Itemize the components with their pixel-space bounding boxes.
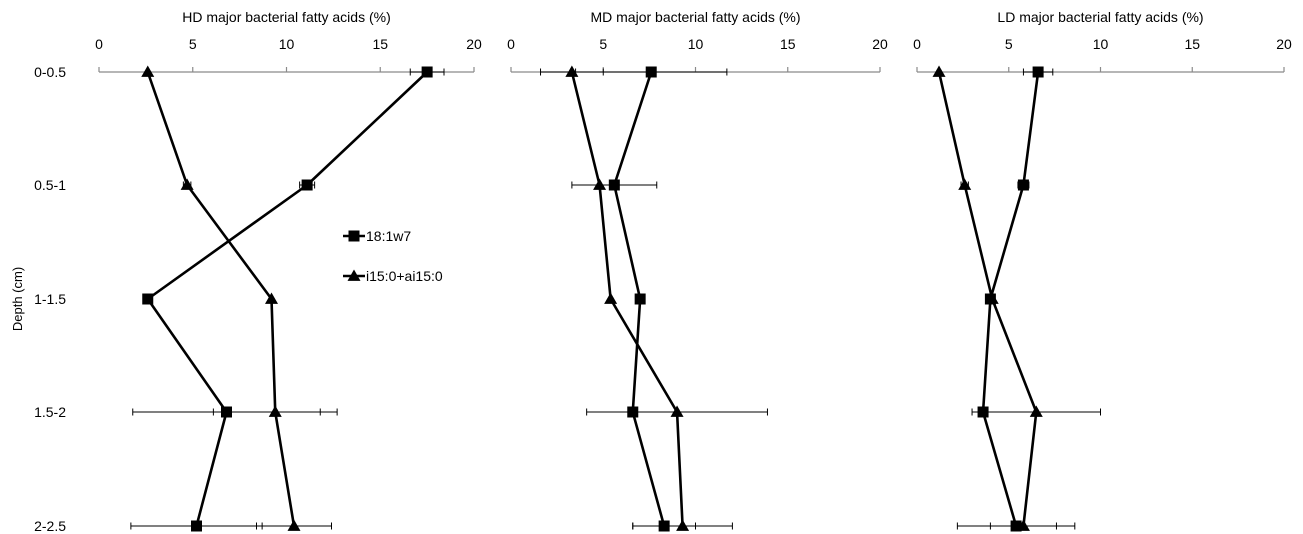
series-18-1w7 [130, 66, 445, 532]
data-point-triangle [287, 519, 301, 531]
x-tick-label: 0 [507, 36, 515, 52]
x-tick-label: 15 [1184, 36, 1200, 52]
data-point-triangle [180, 178, 194, 190]
panel-title: HD major bacterial fatty acids (%) [182, 9, 391, 25]
x-tick-label: 10 [279, 36, 295, 52]
x-tick-label: 20 [872, 36, 888, 52]
x-tick-label: 0 [913, 36, 921, 52]
x-tick-label: 15 [780, 36, 796, 52]
data-point-triangle [676, 519, 690, 531]
x-tick-label: 0 [95, 36, 103, 52]
data-point-square [608, 179, 620, 191]
x-tick-label: 20 [1276, 36, 1292, 52]
legend-marker-triangle [347, 269, 361, 281]
data-point-triangle [670, 405, 684, 417]
y-axis-label: Depth (cm) [10, 267, 25, 331]
y-tick-label: 0-0.5 [34, 64, 66, 80]
series-i15-ai15 [141, 65, 338, 531]
chart-layer: Depth (cm) 0-0.5 0.5-1 1-1.5 1.5-2 2-2.5 HD ma… [10, 9, 1292, 534]
data-point-triangle [1029, 405, 1043, 417]
panel-title: LD major bacterial fatty acids (%) [997, 9, 1203, 25]
series-i15-ai15 [540, 65, 768, 531]
y-tick-label: 2-2.5 [34, 518, 66, 534]
x-tick-label: 10 [688, 36, 704, 52]
panel-ld: LD major bacterial fatty acids (%) 0 5 10 15… [913, 9, 1292, 532]
panel-title: MD major bacterial fatty acids (%) [590, 9, 800, 25]
data-point-square [634, 293, 646, 305]
x-tick-label: 10 [1093, 36, 1109, 52]
y-tick-label: 0.5-1 [34, 177, 66, 193]
data-point-triangle [604, 292, 618, 304]
data-point-square [142, 293, 154, 305]
data-point-square [1032, 66, 1044, 78]
data-point-square [191, 520, 202, 532]
data-point-triangle [1016, 519, 1030, 531]
y-tick-label: 1-1.5 [34, 291, 66, 307]
series-line [146, 71, 429, 527]
panel-hd: HD major bacterial fatty acids (%) 0 5 10 15… [95, 9, 482, 532]
panel-md: MD major bacterial fatty acids (%) 0 5 10 15… [507, 9, 888, 532]
data-point-triangle [268, 405, 282, 417]
y-tick-label: 1.5-2 [34, 404, 66, 420]
x-tick-label: 20 [466, 36, 482, 52]
legend-marker-square [348, 230, 360, 242]
data-point-triangle [141, 65, 155, 77]
series-i15-ai15 [932, 65, 1101, 531]
data-point-triangle [265, 292, 278, 304]
series-line [570, 71, 684, 527]
legend-label: i15:0+ai15:0 [366, 268, 443, 284]
legend: 18:1w7 i15:0+ai15:0 [343, 228, 443, 284]
data-point-square [421, 66, 433, 78]
data-point-triangle [565, 65, 579, 77]
series-18-1w7 [571, 66, 728, 532]
data-point-triangle [985, 292, 999, 304]
data-point-triangle [958, 178, 972, 190]
data-point-triangle [932, 65, 946, 77]
series-18-1w7 [956, 66, 1076, 532]
data-point-square [645, 66, 657, 78]
data-point-square [1017, 179, 1029, 191]
x-tick-label: 15 [372, 36, 388, 52]
data-point-square [301, 179, 313, 191]
x-tick-label: 5 [189, 36, 197, 52]
data-point-triangle [593, 178, 607, 190]
x-tick-label: 5 [599, 36, 607, 52]
legend-label: 18:1w7 [366, 228, 411, 244]
x-tick-label: 5 [1005, 36, 1013, 52]
